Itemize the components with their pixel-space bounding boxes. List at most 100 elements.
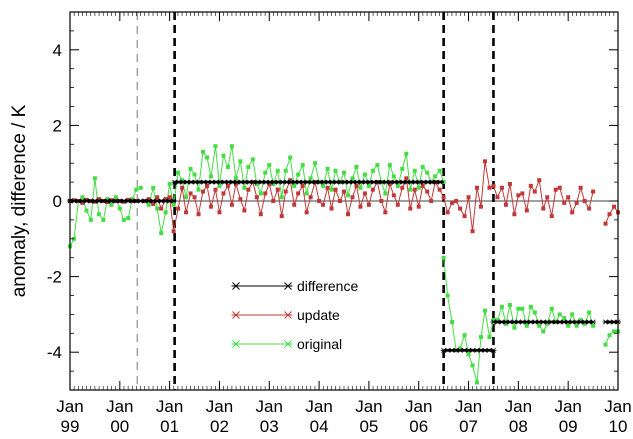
original-point bbox=[184, 195, 189, 200]
original-point bbox=[350, 176, 355, 181]
update-point bbox=[412, 187, 417, 192]
legend-label: update bbox=[297, 307, 340, 323]
y-axis-title: anomaly, difference / K bbox=[9, 104, 30, 297]
original-point bbox=[450, 319, 455, 324]
update-point bbox=[450, 200, 455, 205]
original-point bbox=[482, 308, 487, 313]
original-point bbox=[562, 316, 567, 321]
original-point bbox=[495, 318, 500, 323]
x-tick-label-year: 01 bbox=[160, 417, 179, 436]
original-point bbox=[358, 185, 363, 190]
update-point bbox=[167, 195, 172, 200]
y-tick-label: 2 bbox=[53, 116, 62, 135]
original-point bbox=[528, 304, 533, 309]
update-point bbox=[196, 212, 201, 217]
x-tick-label-year: 05 bbox=[359, 417, 378, 436]
update-point bbox=[263, 191, 268, 196]
update-point bbox=[537, 178, 542, 183]
update-point bbox=[512, 212, 517, 217]
original-point bbox=[213, 144, 218, 149]
original-point bbox=[126, 216, 131, 221]
legend: difference update original bbox=[231, 278, 358, 352]
original-point bbox=[117, 206, 122, 211]
original-point bbox=[491, 318, 496, 323]
original-point bbox=[425, 170, 430, 175]
update-point bbox=[325, 185, 330, 190]
update-point bbox=[566, 195, 571, 200]
x-tick-label-month: Jan bbox=[505, 397, 532, 416]
update-point bbox=[208, 204, 213, 209]
update-point bbox=[454, 199, 459, 203]
original-point bbox=[250, 157, 255, 162]
update-point bbox=[238, 197, 243, 202]
x-tick-label-year: 00 bbox=[110, 417, 129, 436]
update-point bbox=[254, 195, 259, 200]
update-point bbox=[520, 191, 525, 196]
update-point bbox=[267, 181, 272, 186]
original-point bbox=[321, 183, 326, 188]
update-point bbox=[370, 187, 375, 192]
original-point bbox=[370, 168, 375, 173]
difference-marker bbox=[437, 179, 444, 185]
update-point bbox=[549, 214, 554, 219]
update-point bbox=[279, 214, 284, 219]
original-point bbox=[292, 183, 297, 188]
update-point bbox=[516, 193, 521, 198]
original-point bbox=[229, 144, 234, 149]
update-point bbox=[201, 189, 206, 194]
original-line-1 bbox=[69, 178, 141, 247]
original-point bbox=[288, 155, 293, 160]
original-point bbox=[192, 172, 197, 177]
x-tick-label-year: 09 bbox=[559, 417, 578, 436]
legend-marker bbox=[231, 311, 241, 319]
legend-item-original: original bbox=[231, 336, 342, 352]
update-point bbox=[574, 200, 579, 205]
update-point bbox=[587, 206, 592, 211]
x-tick-label-month: Jan bbox=[156, 397, 183, 416]
original-point bbox=[208, 174, 213, 179]
update-point bbox=[159, 206, 164, 211]
update-point bbox=[246, 187, 251, 192]
original-point bbox=[445, 293, 450, 298]
original-line-2 bbox=[144, 146, 445, 234]
original-point bbox=[587, 310, 592, 315]
update-point bbox=[308, 195, 313, 200]
legend-marker bbox=[283, 282, 293, 290]
original-point bbox=[283, 168, 288, 173]
legend-marker bbox=[231, 340, 241, 348]
original-point bbox=[92, 176, 97, 181]
update-point bbox=[292, 202, 297, 207]
update-point bbox=[603, 221, 608, 226]
ticks bbox=[69, 11, 619, 391]
original-point bbox=[159, 231, 164, 236]
original-point bbox=[96, 212, 101, 217]
original-point bbox=[441, 255, 446, 260]
original-point bbox=[437, 168, 442, 173]
original-point bbox=[196, 187, 201, 192]
update-point bbox=[242, 208, 247, 213]
update-point bbox=[362, 191, 367, 196]
original-point bbox=[217, 183, 222, 188]
original-point bbox=[308, 176, 313, 181]
original-point bbox=[167, 181, 172, 186]
x-tick-label-year: 99 bbox=[61, 417, 80, 436]
original-point bbox=[549, 306, 554, 311]
original-point bbox=[345, 193, 350, 198]
tick-labels: 420-2-4Jan99Jan00Jan01Jan02Jan03Jan04Jan… bbox=[47, 41, 632, 436]
update-point bbox=[300, 183, 305, 188]
update-point bbox=[482, 159, 487, 164]
original-point bbox=[225, 164, 230, 169]
original-point bbox=[612, 329, 617, 334]
original-point bbox=[146, 202, 151, 207]
update-point bbox=[582, 199, 587, 203]
update-point bbox=[404, 176, 409, 181]
original-point bbox=[503, 321, 508, 326]
update-point bbox=[163, 197, 168, 202]
difference-marker bbox=[590, 319, 597, 325]
original-point bbox=[475, 380, 480, 385]
x-tick-label-month: Jan bbox=[56, 397, 83, 416]
update-point bbox=[329, 206, 334, 211]
update-point bbox=[321, 202, 326, 207]
original-point bbox=[113, 195, 118, 200]
update-point bbox=[180, 185, 185, 190]
